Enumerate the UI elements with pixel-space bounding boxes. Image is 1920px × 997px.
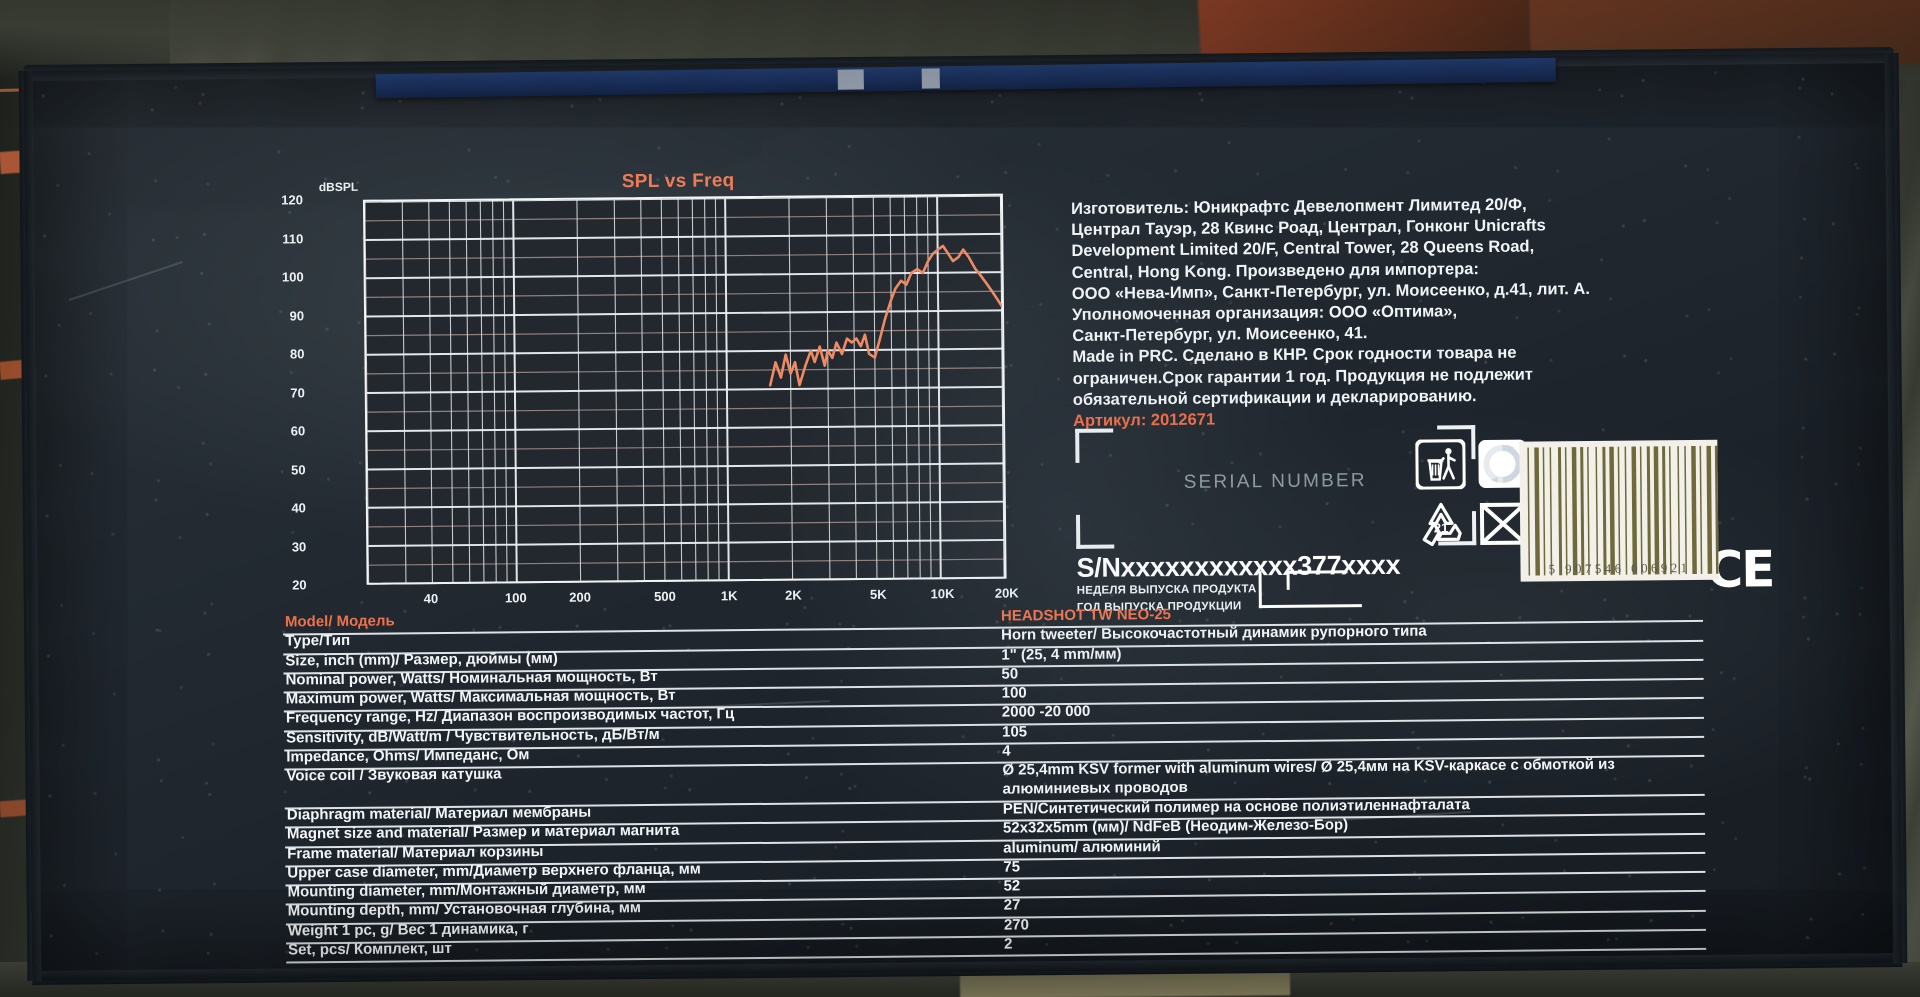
spl-frequency-chart: SPL vs Freq dBSPL 2030405060708090100110…	[287, 171, 1031, 598]
manufacturer-info-block: Изготовитель: Юникрафтс Девелопмент Лими…	[1071, 193, 1683, 432]
tape-seam	[838, 69, 864, 89]
chart-y-tick: 40	[266, 500, 306, 515]
chart-y-tick: 100	[264, 269, 304, 284]
chart-x-tick: 200	[569, 590, 591, 605]
chart-x-tick: 100	[505, 590, 527, 605]
spec-label: Diaphragm material/ Материал мембраны	[287, 804, 591, 824]
chart-y-tick: 50	[265, 462, 305, 477]
serial-note-week: НЕДЕЛЯ ВЫПУСКА ПРОДУКТА	[1077, 583, 1257, 597]
chart-y-tick: 80	[264, 346, 304, 361]
chart-y-tick: 70	[265, 385, 305, 400]
chart-y-tick: 120	[263, 192, 303, 207]
chart-grid-and-curve	[365, 196, 1005, 585]
chart-x-tick: 1K	[721, 588, 738, 603]
frame-corner-icon	[1076, 515, 1114, 549]
chart-x-tick: 40	[424, 591, 439, 606]
spec-label: Mounting depth, mm/ Установочная глубина…	[288, 900, 641, 920]
spec-label: Frequency range, Hz/ Диапазон воспроизво…	[286, 706, 734, 727]
chart-y-tick: 30	[266, 539, 306, 554]
chart-x-tick: 10K	[930, 586, 954, 601]
spec-label: Upper case diameter, mm/Диаметр верхнего…	[287, 860, 701, 881]
spec-label: Nominal power, Watts/ Номинальная мощнос…	[285, 668, 657, 689]
spec-label: Sensitivity, dB/Watt/m / Чувствительност…	[286, 726, 660, 747]
spec-label: Impedance, Ohms/ Импеданс, Ом	[286, 746, 529, 765]
spec-value: Ø 25,4mm KSV former with aluminum wires/…	[1002, 754, 1702, 799]
dispose-in-bin-icon	[1415, 439, 1465, 489]
chart-y-tick: 60	[265, 423, 305, 438]
spec-label: Voice coil / Звуковая катушка	[286, 766, 501, 785]
tape-seam	[922, 68, 940, 88]
spec-label: Mounting diameter, mm/Монтажный диаметр,…	[287, 880, 645, 900]
chart-y-tick: 20	[267, 577, 307, 592]
chart-title: SPL vs Freq	[622, 170, 735, 193]
chart-y-tick: 90	[264, 308, 304, 323]
chart-x-tick: 500	[654, 589, 676, 604]
photo-of-speaker-box-label: SPL vs Freq dBSPL 20 30 40 50 60 70 80 90 100 110…	[0, 0, 1920, 997]
frame-corner-icon	[1075, 429, 1113, 463]
chart-plot-area	[363, 194, 1007, 585]
chart-x-tick: 20K	[995, 585, 1019, 600]
spec-label: Frame material/ Материал корзины	[287, 843, 543, 862]
spec-label: Size, inch (mm)/ Размер, дюймы (мм)	[285, 649, 558, 669]
specification-table: Model/ МодельHEADSHOT TW NEO-25Type/ТипH…	[283, 601, 1706, 962]
spec-label: Maximum power, Watts/ Максимальная мощно…	[286, 687, 676, 708]
spec-label: Type/Тип	[285, 632, 350, 650]
product-box: SPL vs Freq dBSPL 20 30 40 50 60 70 80 90 100 110…	[24, 53, 1903, 981]
chart-x-tick: 5K	[870, 587, 887, 602]
barcode-digits: 5 907546 006921	[1522, 560, 1716, 578]
spec-label: Weight 1 pc, g/ Вес 1 динамика, г	[288, 920, 529, 939]
chart-x-tick: 2K	[785, 588, 802, 603]
chart-y-tick: 110	[263, 231, 303, 246]
svg-text:21: 21	[1434, 520, 1449, 535]
serial-number-placeholder: SERIAL NUMBER	[1184, 470, 1367, 494]
spec-label: Model/ Модель	[285, 612, 395, 630]
spec-label: Set, pcs/ Комплект, шт	[288, 940, 452, 959]
recycle-21-pap-icon: 21	[1416, 499, 1466, 549]
chart-y-axis-label: dBSPL	[319, 180, 358, 194]
spec-label: Magnet size and material/ Размер и матер…	[287, 822, 679, 843]
